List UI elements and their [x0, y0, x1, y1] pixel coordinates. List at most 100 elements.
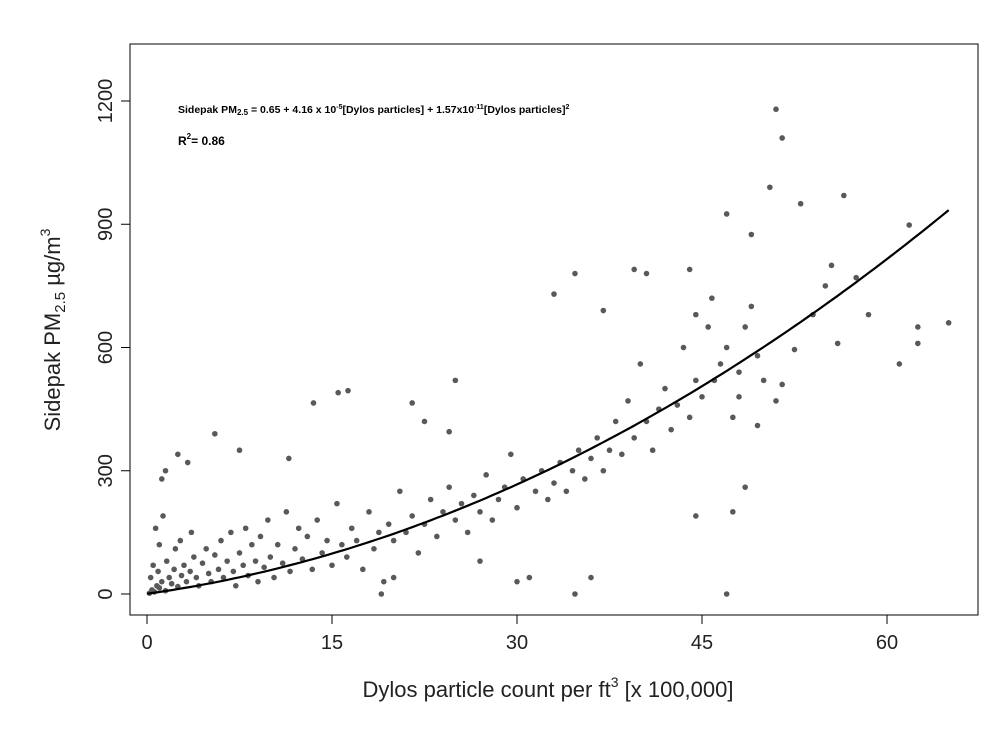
data-point — [378, 591, 385, 597]
data-point — [600, 467, 607, 474]
data-point — [514, 504, 520, 511]
data-point — [582, 476, 588, 482]
data-point — [199, 560, 206, 566]
data-point — [162, 467, 169, 474]
data-point — [508, 451, 514, 458]
data-point — [339, 541, 345, 548]
data-point — [600, 307, 607, 314]
data-point — [686, 414, 693, 421]
data-point — [212, 430, 218, 437]
points-layer — [146, 106, 952, 597]
data-point — [274, 541, 281, 548]
data-point — [257, 533, 264, 540]
data-point — [680, 344, 687, 351]
data-point — [452, 517, 459, 523]
data-point — [773, 398, 779, 404]
x-axis-label: Dylos particle count per ft3 [x 100,000] — [362, 674, 733, 702]
data-point — [152, 525, 159, 532]
data-point — [175, 451, 181, 458]
data-point — [252, 558, 259, 564]
data-point — [397, 488, 403, 495]
x-axis: 0 15 30 45 60 — [141, 614, 898, 654]
data-point — [440, 509, 446, 515]
data-point — [606, 447, 613, 454]
x-tick-label: 0 — [141, 632, 152, 654]
data-point — [390, 537, 397, 544]
y-tick-label: 600 — [95, 331, 117, 364]
data-point — [754, 422, 761, 429]
data-point — [310, 400, 317, 406]
data-point — [283, 509, 290, 515]
data-point — [748, 231, 755, 238]
data-point — [188, 529, 195, 536]
data-point — [319, 550, 325, 556]
data-point — [314, 517, 321, 523]
data-point — [156, 585, 163, 591]
data-point — [172, 546, 179, 552]
data-point — [906, 222, 912, 228]
data-point — [267, 554, 274, 560]
data-point — [203, 546, 209, 552]
data-point — [191, 554, 197, 560]
data-point — [643, 270, 650, 277]
data-point — [415, 550, 422, 556]
data-point — [184, 459, 191, 466]
data-point — [572, 591, 578, 597]
data-point — [236, 447, 243, 454]
data-point — [723, 591, 730, 597]
data-point — [575, 447, 582, 454]
data-point — [828, 262, 835, 269]
data-point — [723, 344, 730, 351]
data-point — [791, 346, 798, 353]
data-point — [736, 394, 742, 400]
r-squared-annotation: R2= 0.86 — [178, 132, 225, 148]
data-point — [637, 361, 644, 367]
data-point — [345, 387, 351, 394]
data-point — [421, 418, 428, 425]
y-axis-label: Sidepak PM2.5 µg/m3 — [37, 228, 69, 431]
data-point — [376, 529, 382, 536]
data-point — [662, 385, 668, 392]
data-point — [335, 389, 341, 396]
data-point — [168, 580, 175, 587]
data-point — [464, 529, 471, 536]
data-point — [348, 525, 355, 532]
data-point — [736, 369, 742, 375]
data-point — [177, 537, 184, 544]
data-point — [668, 426, 674, 433]
data-point — [371, 546, 377, 552]
data-point — [255, 578, 261, 585]
data-point — [748, 303, 755, 310]
data-point — [551, 291, 557, 297]
data-point — [390, 574, 397, 581]
y-tick-label: 300 — [95, 454, 117, 487]
data-point — [705, 324, 711, 330]
data-point — [699, 394, 705, 400]
data-point — [686, 266, 693, 273]
data-point — [224, 558, 230, 564]
data-point — [240, 562, 246, 569]
data-point — [563, 488, 570, 495]
data-point — [446, 484, 452, 490]
data-point — [233, 582, 239, 589]
data-point — [865, 311, 872, 318]
data-point — [588, 574, 594, 581]
data-point — [409, 513, 415, 519]
data-point — [261, 564, 267, 571]
data-point — [353, 537, 360, 544]
y-tick-label: 0 — [95, 588, 117, 599]
data-point — [434, 533, 440, 540]
data-point — [178, 572, 185, 579]
data-point — [271, 574, 277, 581]
data-point — [709, 295, 715, 302]
data-point — [329, 562, 335, 569]
data-point — [183, 578, 190, 585]
data-point — [619, 451, 625, 458]
data-point — [588, 455, 594, 462]
data-point — [631, 266, 637, 273]
data-point — [230, 568, 237, 575]
data-point — [477, 509, 483, 515]
y-axis: 0 300 600 900 1200 — [95, 79, 131, 600]
y-tick-label: 1200 — [95, 79, 117, 124]
data-point — [292, 546, 298, 552]
